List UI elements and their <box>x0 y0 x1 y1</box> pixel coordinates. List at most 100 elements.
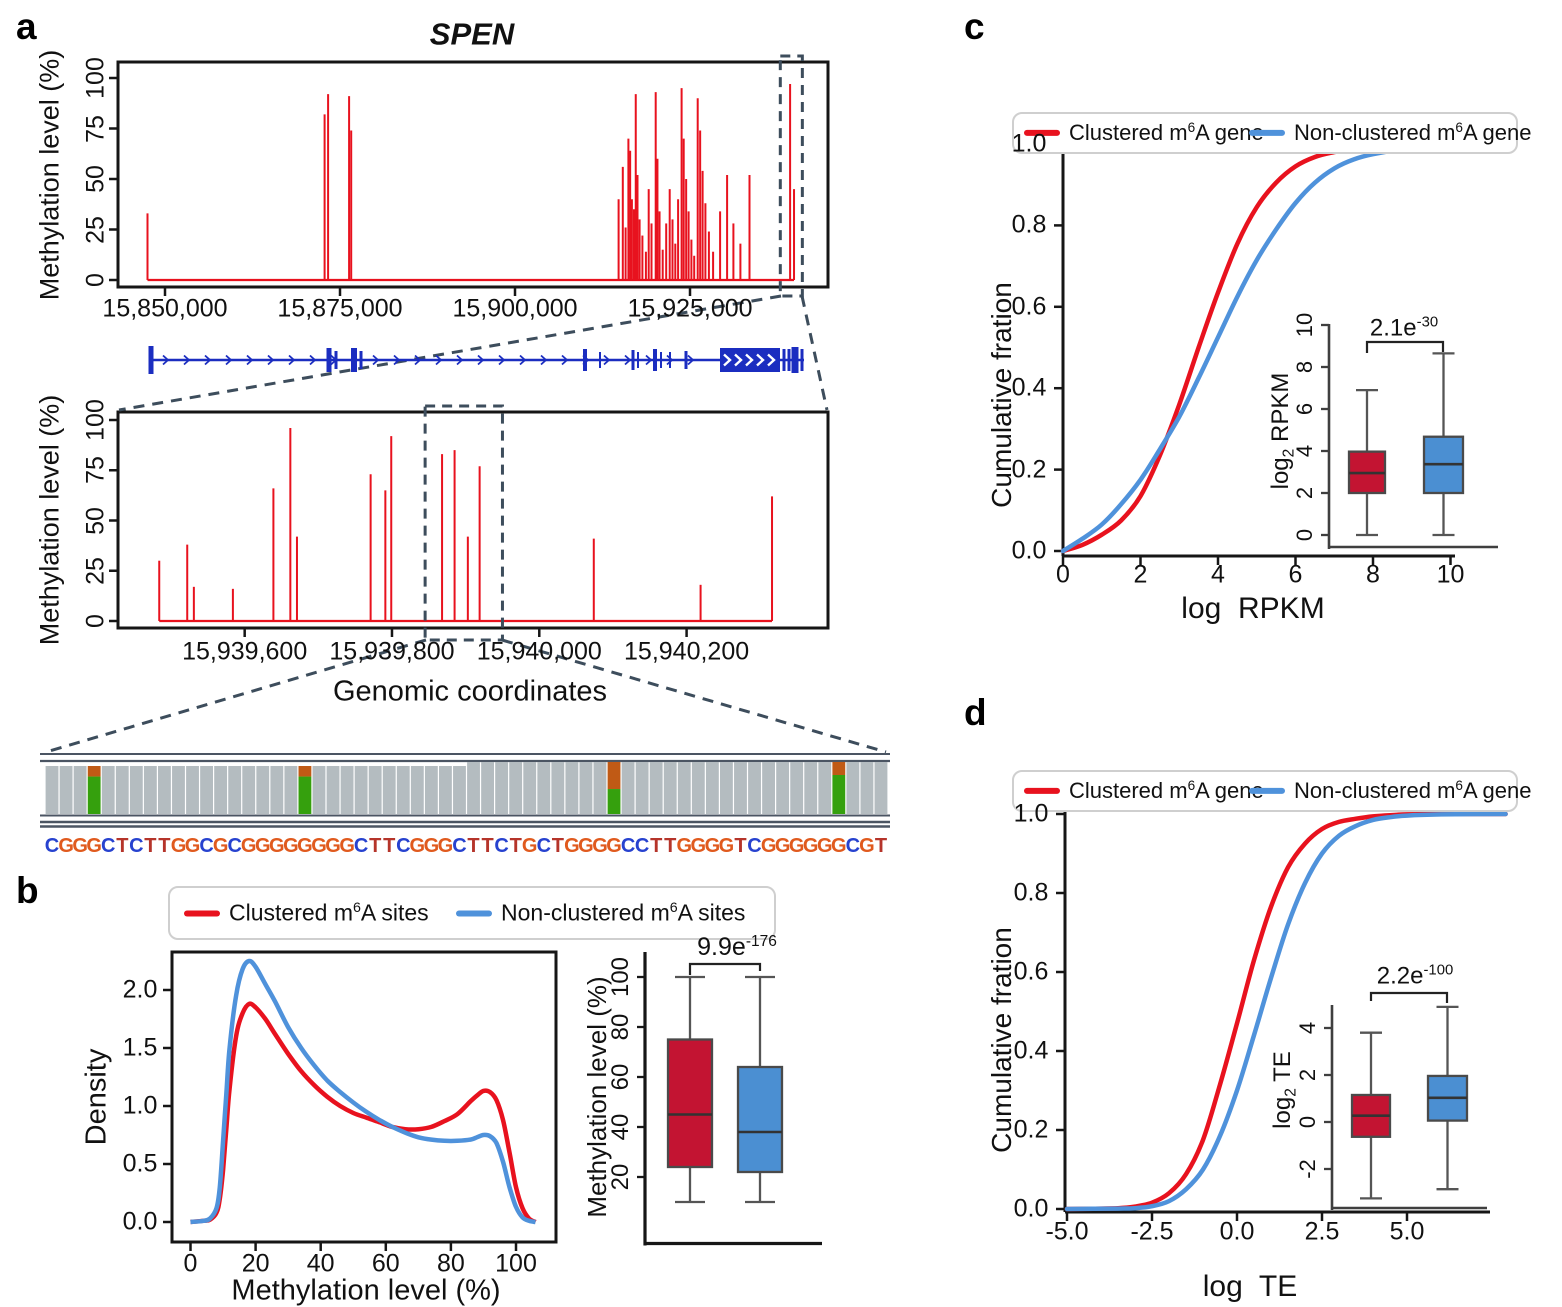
gene-exon <box>631 350 635 370</box>
gene-exon <box>351 348 357 372</box>
sequence-base: G <box>255 835 271 857</box>
sequence-base: G <box>283 835 299 857</box>
gene-strand-arrow-icon <box>393 354 401 366</box>
sequence-base: G <box>705 835 721 857</box>
gene-exon <box>660 352 662 368</box>
zoom-connector-line <box>501 638 887 754</box>
gene-strand-arrow-icon <box>183 354 191 366</box>
sequence-base: G <box>592 835 608 857</box>
sequence-base: G <box>719 835 735 857</box>
zoom-connector-line <box>45 638 427 754</box>
alignment-coverage-column <box>214 766 228 814</box>
sequence-base: C <box>537 835 551 857</box>
sequence-base: T <box>734 835 746 857</box>
alignment-coverage-column <box>101 766 115 814</box>
alignment-coverage-column <box>410 766 424 814</box>
gene-cds-arrow-icon <box>767 353 776 367</box>
alignment-coverage-column <box>45 766 59 814</box>
b_box-blue-box <box>736 1065 784 1174</box>
alignment-coverage-column <box>312 766 326 814</box>
gene-cds-arrow-icon <box>734 353 743 367</box>
gene-strand-arrow-icon <box>372 354 380 366</box>
sequence-base: C <box>129 835 143 857</box>
gene-strand-arrow-icon <box>435 354 443 366</box>
gene-end-exon <box>800 349 804 371</box>
alignment-coverage-column <box>59 766 73 814</box>
alignment-coverage-column <box>523 762 537 814</box>
gene-strand-arrow-icon <box>540 354 548 366</box>
sequence-base: G <box>775 835 791 857</box>
alignment-coverage-column <box>762 762 775 814</box>
sequence-base: T <box>116 835 128 857</box>
gene-strand-arrow-icon <box>603 354 611 366</box>
alignment-coverage-column <box>790 762 804 814</box>
sequence-base: T <box>144 835 156 857</box>
gene-strand-arrow-icon <box>267 354 275 366</box>
alignment-coverage-column <box>846 762 860 814</box>
b_box-red-box <box>666 1038 714 1169</box>
gene-strand-arrow-icon <box>309 354 317 366</box>
gene-exon <box>669 352 671 368</box>
a_mid-zoom-box <box>423 404 504 642</box>
sequence-base: G <box>325 835 341 857</box>
alignment-coverage-column <box>691 762 705 814</box>
alignment-coverage-column <box>579 762 593 814</box>
gene-strand-arrow-icon <box>246 354 254 366</box>
alignment-coverage-column <box>663 762 677 814</box>
alignment-coverage-column <box>635 762 649 814</box>
gene-strand-arrow-icon <box>162 354 170 366</box>
alignment-methylated-column-bottom <box>298 776 312 814</box>
c_box-pvalue-bracket <box>1365 340 1445 353</box>
sequence-base: G <box>578 835 594 857</box>
alignment-coverage-column <box>748 762 761 814</box>
alignment-coverage-column <box>129 766 143 814</box>
sequence-base: G <box>58 835 74 857</box>
gene-strand-arrow-icon <box>204 354 212 366</box>
gene-first-exon <box>148 346 154 374</box>
alignment-coverage-column <box>649 762 663 814</box>
alignment-coverage-column <box>677 762 691 814</box>
alignment-coverage-column <box>481 762 494 814</box>
sequence-base: G <box>438 835 454 857</box>
alignment-coverage-column <box>326 766 340 814</box>
sequence-base: G <box>72 835 88 857</box>
sequence-base: G <box>86 835 102 857</box>
sequence-base: T <box>664 835 676 857</box>
gene-exon <box>637 352 639 368</box>
a_mid-plot-frame <box>116 410 830 630</box>
sequence-base: G <box>859 835 875 857</box>
alignment-coverage-column <box>565 762 579 814</box>
sequence-base: C <box>747 835 761 857</box>
alignment-coverage-column <box>396 766 410 814</box>
gene-strand-arrow-icon <box>414 354 422 366</box>
sequence-base: G <box>831 835 847 857</box>
alignment-methylated-column-bottom <box>87 776 101 814</box>
sequence-base: T <box>552 835 564 857</box>
alignment-coverage-column <box>200 766 213 814</box>
sequence-base: G <box>213 835 229 857</box>
gene-strand-arrow-icon <box>288 354 296 366</box>
sequence-base: C <box>354 835 368 857</box>
gene-end-exon <box>787 349 791 371</box>
sequence-base: C <box>199 835 213 857</box>
alignment-coverage-column <box>453 766 466 814</box>
gene-exon <box>599 352 601 368</box>
alignment-coverage-column <box>382 766 396 814</box>
alignment-coverage-column <box>720 762 733 814</box>
alignment-coverage-column <box>804 762 818 814</box>
b-density-blue-curve <box>190 958 536 1225</box>
sequence-base: G <box>789 835 805 857</box>
b-density-red-curve <box>190 1001 537 1225</box>
sequence-base: T <box>510 835 522 857</box>
alignment-coverage-column <box>242 766 256 814</box>
gene-exon <box>359 351 363 369</box>
gene-strand-arrow-icon <box>624 354 632 366</box>
alignment-coverage-column <box>270 766 284 814</box>
sequence-base: G <box>803 835 819 857</box>
sequence-base: G <box>424 835 440 857</box>
gene-cds-arrow-icon <box>756 353 765 367</box>
c_cdf-blue-curve <box>1060 141 1508 554</box>
sequence-base: G <box>677 835 693 857</box>
gene-exon <box>334 351 338 369</box>
